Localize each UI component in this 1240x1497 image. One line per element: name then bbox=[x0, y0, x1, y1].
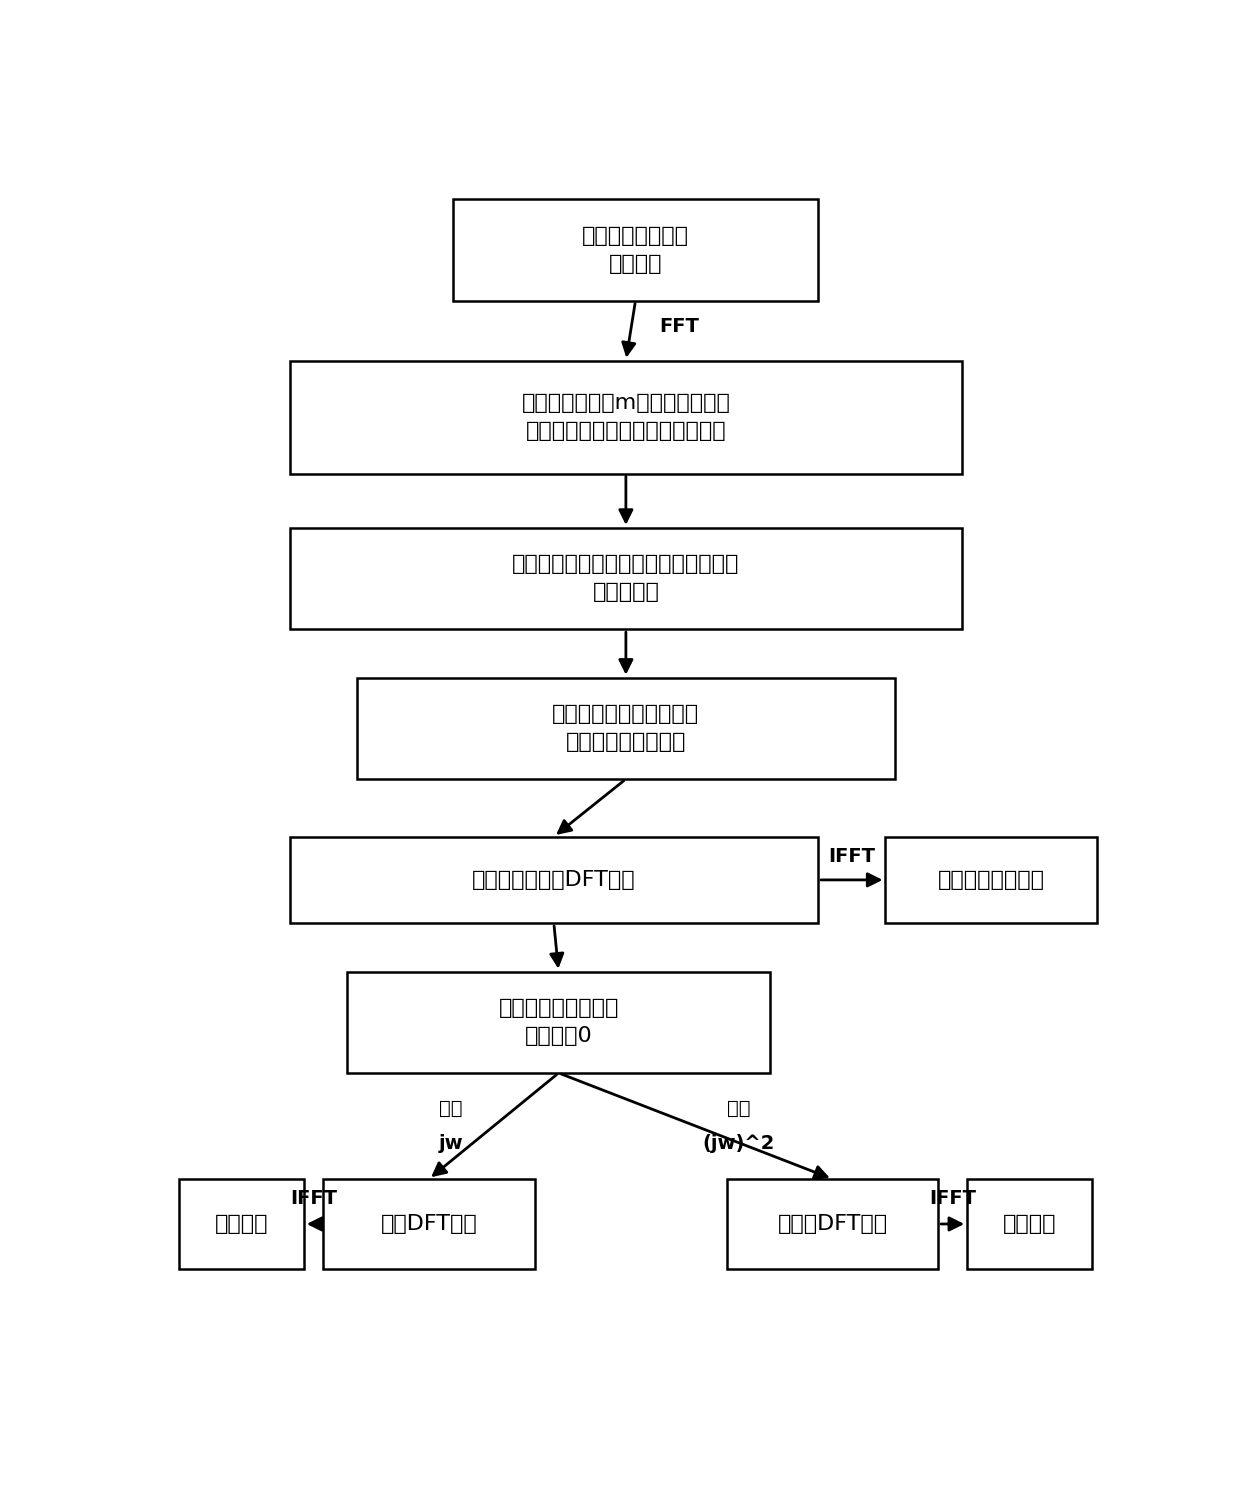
Text: 令关心频段之外的频
谱数据为0: 令关心频段之外的频 谱数据为0 bbox=[498, 998, 619, 1046]
Bar bbox=[967, 1180, 1092, 1269]
Text: 加速度有效频段DFT频谱: 加速度有效频段DFT频谱 bbox=[472, 870, 636, 889]
Text: 将各个主频的区域内的能量累加起来，
能量归一化: 将各个主频的区域内的能量累加起来， 能量归一化 bbox=[512, 554, 739, 602]
Text: 从频谱图上得到m个峰值主频，划
分各个主频范围，同时频段归一化: 从频谱图上得到m个峰值主频，划 分各个主频范围，同时频段归一化 bbox=[522, 394, 730, 442]
Text: IFFT: IFFT bbox=[828, 847, 875, 867]
Text: IFFT: IFFT bbox=[929, 1189, 976, 1208]
Text: 对加速度信号进行
均值处理: 对加速度信号进行 均值处理 bbox=[582, 226, 689, 274]
Bar bbox=[885, 837, 1096, 924]
Text: 进行能量曲线拟合，求出
高斯函数的相关参数: 进行能量曲线拟合，求出 高斯函数的相关参数 bbox=[552, 704, 699, 753]
Text: 位移时程: 位移时程 bbox=[1003, 1214, 1056, 1234]
Text: 加速度DFT频谱: 加速度DFT频谱 bbox=[777, 1214, 888, 1234]
Text: (jw)^2: (jw)^2 bbox=[703, 1133, 775, 1153]
Bar bbox=[290, 837, 818, 924]
Bar bbox=[290, 361, 962, 473]
Bar bbox=[453, 199, 818, 301]
Bar bbox=[324, 1180, 534, 1269]
Bar bbox=[357, 678, 895, 778]
Text: IFFT: IFFT bbox=[290, 1189, 337, 1208]
Bar bbox=[290, 528, 962, 629]
Text: 速度时程: 速度时程 bbox=[215, 1214, 268, 1234]
Text: 除以: 除以 bbox=[439, 1099, 463, 1118]
Text: 修正的加速度时程: 修正的加速度时程 bbox=[937, 870, 1044, 889]
Text: 除以: 除以 bbox=[727, 1099, 750, 1118]
Text: jw: jw bbox=[438, 1133, 463, 1153]
Text: FFT: FFT bbox=[660, 316, 699, 335]
Bar bbox=[727, 1180, 939, 1269]
Text: 速度DFT频谱: 速度DFT频谱 bbox=[381, 1214, 477, 1234]
Bar bbox=[179, 1180, 304, 1269]
Bar bbox=[347, 972, 770, 1073]
